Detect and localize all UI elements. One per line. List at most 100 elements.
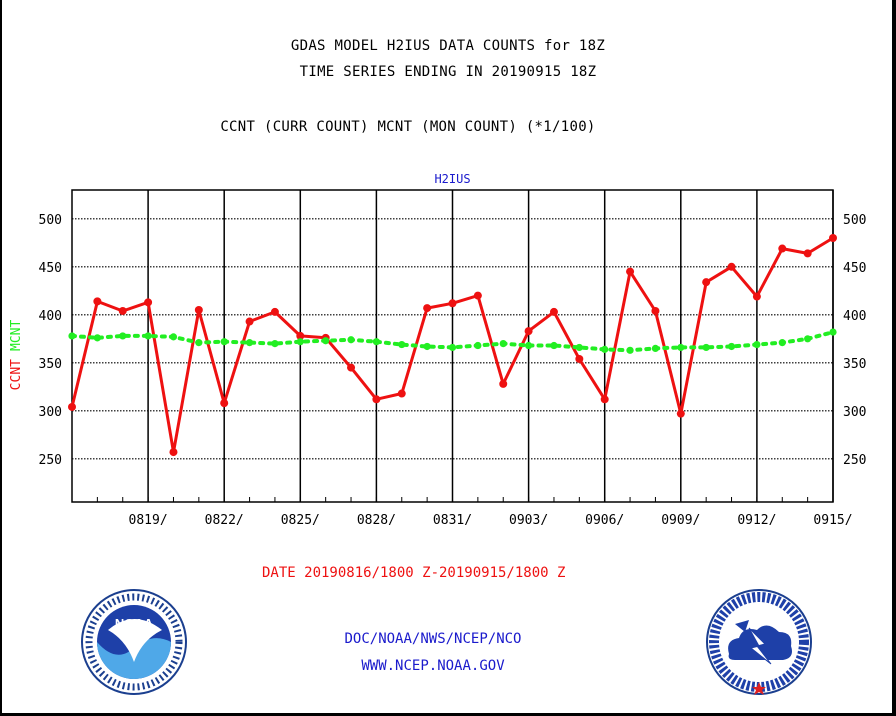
data-point-mcnt <box>398 340 406 349</box>
y-tick-label-right: 500 <box>843 213 866 228</box>
y-tick-label-left: 250 <box>39 453 62 468</box>
data-point-mcnt <box>119 332 127 340</box>
frame-left-border <box>0 0 2 716</box>
data-point-mcnt <box>525 341 533 350</box>
y-tick-label-right: 300 <box>843 405 866 420</box>
panel-label: H2IUS <box>434 172 470 186</box>
data-point-ccnt <box>702 278 711 287</box>
data-point-mcnt <box>702 343 710 352</box>
footer-agency-path: DOC/NOAA/NWS/NCEP/NCO <box>344 631 522 647</box>
y-tick-label-right: 250 <box>843 453 866 468</box>
data-point-ccnt <box>194 306 203 314</box>
x-tick-label: 0831/ <box>433 513 472 528</box>
x-tick-label: 0906/ <box>585 513 624 528</box>
data-point-mcnt <box>144 332 152 340</box>
data-point-ccnt <box>778 244 787 253</box>
data-point-mcnt <box>271 340 279 348</box>
data-point-ccnt <box>549 307 558 316</box>
y-axis-label: CCNT MCNT <box>9 320 24 391</box>
data-point-mcnt <box>804 335 812 343</box>
data-point-mcnt <box>651 344 660 352</box>
data-point-ccnt <box>651 306 660 315</box>
x-tick-label: 0909/ <box>661 513 700 528</box>
data-point-mcnt <box>423 342 431 351</box>
data-point-ccnt <box>347 363 356 372</box>
data-point-mcnt <box>296 338 304 346</box>
data-point-mcnt <box>778 339 786 347</box>
y-tick-label-right: 400 <box>843 309 866 324</box>
data-point-mcnt <box>677 343 685 352</box>
nws-logo <box>706 589 812 695</box>
data-point-mcnt <box>474 341 482 350</box>
y-tick-label-right: 450 <box>843 261 866 276</box>
data-point-mcnt <box>93 334 101 342</box>
data-point-ccnt <box>118 306 127 315</box>
data-point-ccnt <box>245 317 254 326</box>
data-point-mcnt <box>68 332 76 340</box>
data-point-ccnt <box>68 402 76 411</box>
data-point-ccnt <box>600 395 609 404</box>
data-point-ccnt <box>296 331 305 340</box>
chart-title-line2: TIME SERIES ENDING IN 20190915 18Z <box>299 64 597 80</box>
data-point-mcnt <box>550 341 558 350</box>
data-point-mcnt <box>372 338 380 346</box>
data-point-mcnt <box>448 343 457 352</box>
y-tick-label-left: 450 <box>39 261 62 276</box>
data-point-ccnt <box>575 354 584 363</box>
data-point-mcnt <box>322 337 330 345</box>
data-point-mcnt <box>626 346 634 354</box>
chart-subtitle: CCNT (CURR COUNT) MCNT (MON COUNT) (*1/1… <box>220 119 596 135</box>
y-axis-label-ccnt: CCNT <box>9 359 24 390</box>
data-point-ccnt <box>144 298 153 307</box>
y-tick-label-left: 500 <box>39 213 62 228</box>
data-point-ccnt <box>270 307 279 316</box>
date-range-label: DATE 20190816/1800 Z-20190915/1800 Z <box>262 565 566 581</box>
data-point-ccnt <box>752 292 761 301</box>
data-point-ccnt <box>372 395 381 404</box>
x-tick-label: 0915/ <box>813 513 852 528</box>
x-tick-label: 0828/ <box>357 513 396 528</box>
frame-bottom-border <box>0 713 896 716</box>
data-point-ccnt <box>448 299 457 308</box>
x-tick-label: 0903/ <box>509 513 548 528</box>
data-point-mcnt <box>753 340 761 349</box>
data-point-mcnt <box>601 345 609 353</box>
data-point-ccnt <box>524 327 533 336</box>
data-point-ccnt <box>423 304 432 313</box>
y-tick-label-right: 350 <box>843 357 866 372</box>
noaa-logo: NOAA <box>81 589 187 695</box>
data-point-ccnt <box>626 267 635 276</box>
data-point-ccnt <box>829 234 837 242</box>
data-point-ccnt <box>676 409 685 418</box>
data-point-ccnt <box>220 399 229 408</box>
x-tick-label: 0912/ <box>737 513 776 528</box>
y-tick-label-left: 300 <box>39 405 62 420</box>
y-axis-label-mcnt: MCNT <box>9 320 24 351</box>
noaa-logo-text: NOAA <box>115 616 154 631</box>
chart-title-line1: GDAS MODEL H2IUS DATA COUNTS for 18Z <box>290 38 606 54</box>
x-tick-label: 0819/ <box>129 513 168 528</box>
data-point-mcnt <box>169 333 178 341</box>
y-tick-label-left: 400 <box>39 309 62 324</box>
data-point-ccnt <box>93 297 102 306</box>
y-tick-label-left: 350 <box>39 357 62 372</box>
data-point-ccnt <box>499 379 508 388</box>
data-point-ccnt <box>473 291 482 300</box>
frame-right-border <box>892 0 896 716</box>
data-point-ccnt <box>803 249 812 258</box>
footer-website: WWW.NCEP.NOAA.GOV <box>361 658 505 674</box>
data-point-mcnt <box>347 336 355 344</box>
data-point-mcnt <box>829 328 837 336</box>
x-tick-label: 0825/ <box>281 513 320 528</box>
data-point-mcnt <box>245 339 254 347</box>
x-tick-label: 0822/ <box>205 513 244 528</box>
data-point-mcnt <box>220 338 228 346</box>
data-point-ccnt <box>727 262 736 271</box>
data-point-ccnt <box>397 389 406 398</box>
data-point-mcnt <box>727 342 736 351</box>
data-point-mcnt <box>195 339 203 347</box>
data-point-ccnt <box>169 448 178 457</box>
data-point-mcnt <box>575 343 583 352</box>
